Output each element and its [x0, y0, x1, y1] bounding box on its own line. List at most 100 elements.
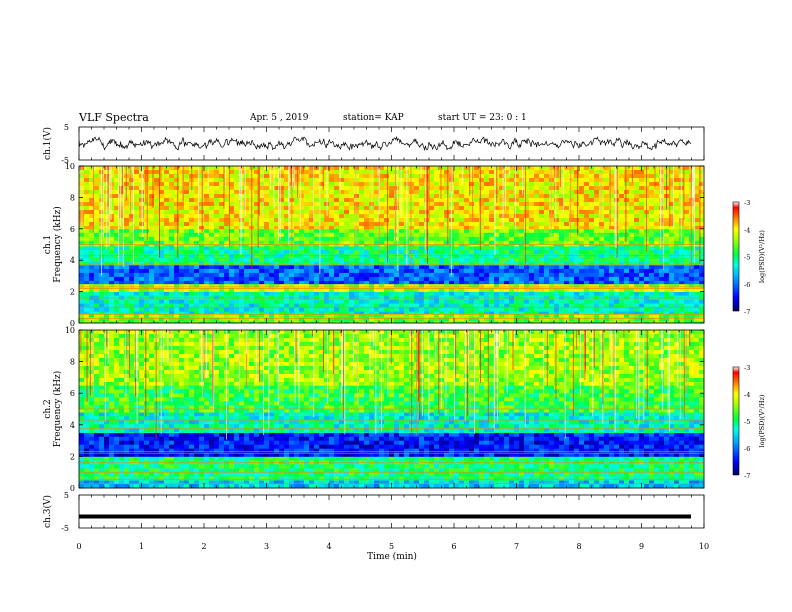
spectrogram-cell [669, 311, 675, 314]
spectrogram-cell [484, 190, 490, 195]
spectrogram-cell [614, 276, 620, 282]
spectrogram-cell [164, 283, 170, 289]
spectrogram-cell [379, 244, 385, 247]
spectrogram-cell [454, 262, 460, 266]
spectrogram-cell [364, 206, 370, 211]
spectrogram-cell [204, 303, 210, 308]
spectrogram-cell [519, 317, 525, 322]
spectrogram-cell [574, 280, 580, 285]
spectrogram-cell [184, 291, 190, 296]
spectrogram-cell [339, 214, 345, 219]
spectrogram-cell [439, 232, 445, 238]
spectrogram-cell [539, 254, 545, 259]
spectrogram-cell [149, 186, 155, 191]
spectrogram-cell [124, 287, 130, 292]
spectrogram-cell [149, 311, 155, 314]
spectrogram-cell [579, 174, 585, 179]
spectrogram-cell [394, 170, 400, 175]
spectrogram-cell [354, 262, 360, 266]
spectrogram-cell [244, 236, 250, 242]
spectrogram-cell [219, 198, 225, 203]
spectrogram-cell [529, 166, 535, 171]
spectrogram-cell [554, 166, 560, 171]
spectrogram-cell [549, 194, 555, 199]
spectrogram-cell [309, 166, 315, 171]
spectrogram-cell [634, 244, 640, 247]
spectrogram-cell [664, 254, 670, 259]
spectrogram-cell [334, 311, 340, 314]
spectrogram-cell [419, 258, 425, 263]
spectrogram-cell [494, 232, 500, 238]
spectrogram-cell [554, 240, 560, 246]
spectrogram-cell [459, 190, 465, 195]
spectrogram-cell [229, 254, 235, 259]
spectrogram-cell [199, 182, 205, 187]
spectrogram-cell [494, 283, 500, 289]
spectrogram-cell [624, 313, 630, 318]
spectrogram-cell [329, 299, 335, 304]
spectrogram-cell [279, 206, 285, 211]
spectrogram-cell [369, 236, 375, 242]
spectrogram-cell [174, 190, 180, 195]
spectrogram-cell [524, 166, 530, 171]
spectrogram-cell [314, 280, 320, 285]
spectrogram-cell [309, 236, 315, 242]
spectrogram-cell [684, 244, 690, 247]
spectrogram-cell [229, 321, 235, 324]
spectrogram-cell [439, 210, 445, 215]
spectrogram-cell [504, 287, 510, 292]
spectrogram-cell [484, 317, 490, 322]
spectrogram-cell [479, 287, 485, 292]
spectrogram-cell [334, 246, 340, 251]
spectrogram-cell [159, 268, 165, 274]
spectrogram-cell [574, 228, 580, 234]
spectrogram-cell [539, 258, 545, 263]
spectrogram-cell [174, 287, 180, 292]
spectrogram-cell [559, 299, 565, 304]
spectrogram-cell [254, 206, 260, 211]
spectrogram-cell [199, 210, 205, 215]
spectrogram-cell [604, 198, 610, 203]
spectrogram-cell [649, 317, 655, 322]
spectrogram-cell [454, 311, 460, 314]
spectrogram-cell [194, 303, 200, 308]
spectrogram-cell [699, 291, 705, 296]
spectrogram-cell [499, 250, 505, 255]
spectrogram-cell [484, 226, 490, 230]
spectrogram-cell [599, 299, 605, 304]
spectrogram-cell [459, 311, 465, 314]
spectrogram-cell [464, 264, 470, 270]
spectrogram-cell [379, 206, 385, 211]
spectrogram-cell [649, 244, 655, 247]
spectrogram-cell [524, 321, 530, 324]
spectrogram-cell [234, 194, 240, 199]
spectrogram-cell [269, 244, 275, 247]
spectrogram-cell [84, 174, 90, 179]
spectrogram-cell [329, 178, 335, 183]
spectrogram-cell [354, 182, 360, 187]
spectrogram-cell [134, 182, 140, 187]
spectrogram-cell [314, 287, 320, 292]
spectrogram-cell [559, 202, 565, 207]
spectrogram-cell [524, 190, 530, 195]
spectrogram-cell [549, 299, 555, 304]
spectrogram-cell [304, 236, 310, 242]
spectrogram-cell [524, 174, 530, 179]
spectrogram-cell [144, 272, 150, 278]
spectrogram-cell [189, 222, 195, 227]
spectrogram-cell [634, 240, 640, 246]
spectrogram-cell [99, 317, 105, 322]
spectrogram-cell [439, 303, 445, 308]
spectrogram-cell [649, 276, 655, 282]
spectrogram-cell [444, 287, 450, 292]
spectrogram-cell [559, 214, 565, 219]
spectrogram-cell [434, 244, 440, 247]
spectrogram-cell [384, 303, 390, 308]
spectrogram-cell [149, 174, 155, 179]
spectrogram-cell [329, 258, 335, 263]
spectrogram-cell [464, 313, 470, 318]
spectrogram-cell [609, 198, 615, 203]
spectrogram-cell [504, 276, 510, 282]
spectrogram-cell [409, 303, 415, 308]
spectrogram-cell [619, 276, 625, 282]
